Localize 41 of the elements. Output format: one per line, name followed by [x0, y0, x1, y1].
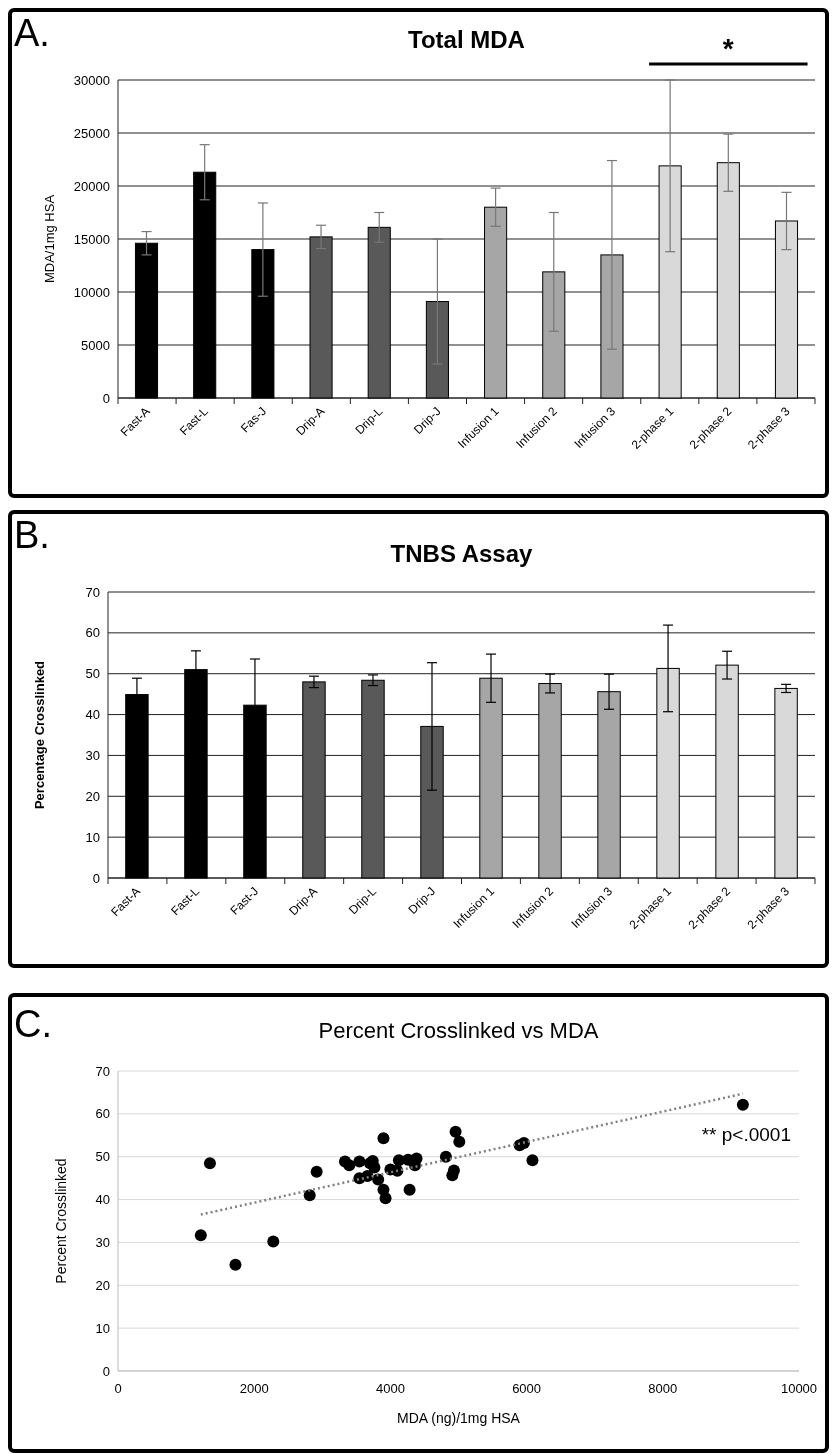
annotation: ** p<.0001: [701, 1124, 791, 1145]
y-tick-label: 0: [102, 1363, 110, 1379]
x-tick-label: 2000: [239, 1381, 269, 1396]
y-tick-label: 20: [85, 788, 100, 804]
y-tick-label: 60: [95, 1106, 110, 1122]
y-axis-title: MDA/1mg HSA: [42, 194, 57, 284]
x-tick-label: 8000: [648, 1381, 678, 1396]
x-tick-label: 0: [114, 1381, 122, 1396]
y-tick-label: 30: [95, 1234, 110, 1250]
chart-title: Total MDA: [408, 26, 525, 53]
y-tick-label: 25000: [73, 125, 110, 141]
y-tick-label: 40: [85, 707, 100, 723]
text: A.: [14, 12, 50, 54]
chart-title: Percent Crosslinked vs MDA: [318, 1018, 599, 1043]
y-axis-title: Percentage Crosslinked: [32, 660, 47, 810]
text: C.: [14, 1003, 52, 1045]
y-tick-label: 70: [85, 584, 100, 600]
y-tick-label: 10000: [73, 284, 110, 300]
y-tick-label: 60: [85, 625, 100, 641]
y-tick-label: 50: [95, 1149, 110, 1165]
x-tick-label: 6000: [512, 1381, 542, 1396]
y-tick-label: 30000: [73, 72, 110, 88]
y-tick-label: 40: [95, 1192, 110, 1208]
y-tick-label: 50: [85, 666, 100, 682]
y-tick-label: 70: [95, 1063, 110, 1079]
y-tick-label: 5000: [81, 337, 110, 353]
x-tick-label: 4000: [375, 1381, 405, 1396]
x-tick-label: 10000: [780, 1381, 818, 1396]
x-axis-title: MDA (ng)/1mg HSA: [397, 1410, 521, 1426]
y-tick-label: 0: [92, 870, 100, 886]
y-tick-label: 30: [85, 747, 100, 763]
y-tick-label: 20000: [73, 178, 110, 194]
y-tick-label: 10: [95, 1320, 110, 1336]
y-axis-title: Percent Crosslinked: [53, 1158, 69, 1284]
y-tick-label: 10: [85, 829, 100, 845]
y-tick-label: 15000: [73, 231, 110, 247]
text: *: [722, 33, 734, 64]
text: B.: [14, 514, 50, 556]
y-tick-label: 20: [95, 1277, 110, 1293]
y-tick-label: 0: [102, 390, 110, 406]
chart-title: TNBS Assay: [390, 540, 534, 567]
